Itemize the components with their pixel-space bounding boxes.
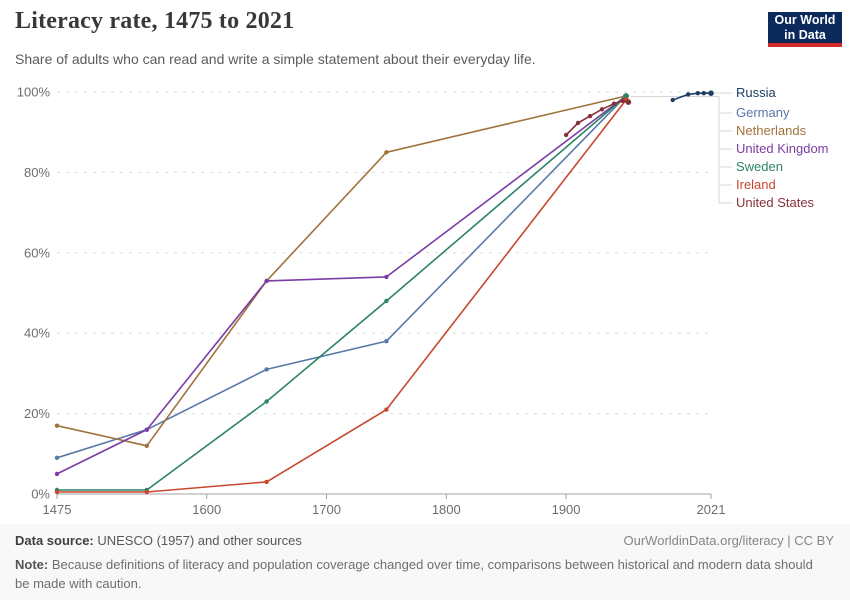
- x-axis: 1475 1600 1700 1800 1900 2021: [43, 493, 726, 517]
- data-point-russia: [686, 92, 691, 97]
- data-point-germany: [54, 455, 60, 460]
- series-line-united-states: [563, 98, 632, 138]
- y-axis-tick-label: 0%: [31, 487, 50, 502]
- x-axis-tick-label: 1900: [552, 502, 581, 517]
- data-point-netherlands: [54, 423, 60, 428]
- series-line-germany: [54, 93, 629, 460]
- footer-background: [0, 524, 850, 600]
- data-point-ireland: [384, 407, 389, 412]
- data-source-line: Data source: UNESCO (1957) and other sou…: [15, 533, 302, 548]
- data-point-germany: [264, 367, 269, 372]
- x-axis-tick-label: 1600: [192, 502, 221, 517]
- legend-item-united-kingdom[interactable]: United Kingdom: [736, 141, 829, 156]
- y-axis-tick-label: 80%: [24, 165, 50, 180]
- legend-item-netherlands[interactable]: Netherlands: [736, 123, 807, 138]
- data-point-germany: [384, 339, 389, 344]
- series-line-ireland: [54, 97, 629, 495]
- data-point-united-kingdom: [144, 427, 149, 432]
- legend-connectors: [631, 92, 732, 204]
- data-point-netherlands: [144, 443, 149, 448]
- footnote-label: Note:: [15, 557, 49, 572]
- data-point-ireland: [144, 489, 149, 495]
- data-point-united-states: [587, 113, 593, 119]
- data-point-ireland: [54, 489, 60, 495]
- data-point-russia: [708, 90, 714, 96]
- owid-logo[interactable]: Our World in Data: [768, 12, 842, 47]
- y-axis-tick-label: 60%: [24, 245, 50, 260]
- x-axis-tick-label: 1475: [43, 502, 72, 517]
- data-point-united-states: [563, 132, 569, 138]
- data-point-sweden: [264, 399, 269, 404]
- x-axis-tick-label: 2021: [697, 502, 726, 517]
- owid-logo-line1: Our World: [774, 12, 836, 27]
- data-point-ireland: [264, 479, 269, 485]
- y-axis-tick-label: 100%: [17, 85, 51, 100]
- legend-item-germany[interactable]: Germany: [736, 105, 790, 120]
- data-point-united-states: [575, 120, 581, 126]
- owid-license-link[interactable]: OurWorldinData.org/literacy | CC BY: [623, 533, 834, 548]
- data-point-united-kingdom: [384, 274, 389, 280]
- data-point-sweden: [623, 93, 629, 99]
- footnote: Note: Because definitions of literacy an…: [15, 556, 827, 594]
- data-point-netherlands: [384, 150, 389, 155]
- data-point-united-states: [611, 101, 617, 106]
- data-point-united-states: [625, 99, 632, 105]
- data-point-united-states: [620, 98, 625, 104]
- chart-canvas: 0% 20% 40% 60% 80% 100% 1475 1600 1700 1800 1900 20…: [17, 85, 732, 517]
- data-source-text: UNESCO (1957) and other sources: [93, 533, 302, 548]
- page-title: Literacy rate, 1475 to 2021: [15, 8, 295, 34]
- footnote-text: Because definitions of literacy and popu…: [15, 557, 813, 591]
- legend-item-russia[interactable]: Russia: [736, 85, 776, 100]
- legend-item-sweden[interactable]: Sweden: [736, 159, 783, 174]
- chart-subtitle: Share of adults who can read and write a…: [15, 51, 536, 67]
- x-axis-tick-label: 1800: [432, 502, 461, 517]
- data-point-russia: [701, 91, 706, 96]
- series-line-russia: [670, 90, 714, 103]
- data-point-sweden: [384, 298, 389, 304]
- data-point-united-states: [599, 107, 605, 112]
- legend-item-ireland[interactable]: Ireland: [736, 177, 776, 192]
- series-line-netherlands: [54, 93, 629, 448]
- data-point-russia: [670, 97, 675, 103]
- data-point-united-kingdom: [264, 278, 269, 284]
- series-line-united-kingdom: [54, 93, 629, 477]
- y-axis-tick-label: 40%: [24, 326, 50, 341]
- owid-logo-line2: in Data: [784, 27, 826, 42]
- y-axis-tick-label: 20%: [24, 406, 50, 421]
- data-point-russia: [695, 91, 700, 96]
- data-source-label: Data source:: [15, 533, 94, 548]
- legend-item-united-states[interactable]: United States: [736, 195, 815, 210]
- data-point-united-kingdom: [54, 471, 60, 477]
- gridlines: 0% 20% 40% 60% 80% 100%: [17, 85, 711, 502]
- x-axis-tick-label: 1700: [312, 502, 341, 517]
- series-lines: [54, 90, 714, 495]
